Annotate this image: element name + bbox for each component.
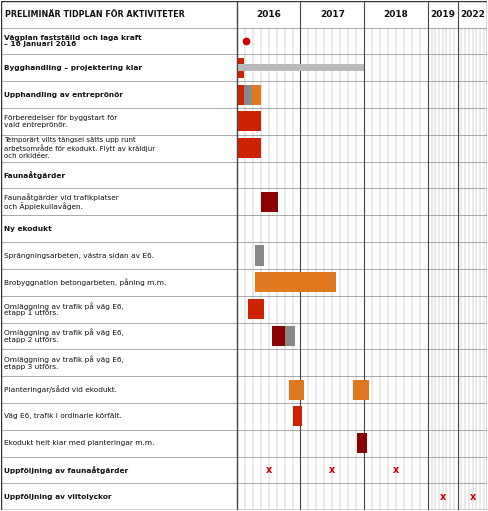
- Text: Förberedelser för byggstart för
vald entreprönör.: Förberedelser för byggstart för vald ent…: [3, 115, 117, 128]
- Bar: [284, 326, 295, 346]
- Bar: [238, 138, 261, 158]
- Text: Uppföljning av faunaåtgärder: Uppföljning av faunaåtgärder: [3, 466, 127, 474]
- Text: Omläggning av trafik på väg E6,
etapp 1 utförs.: Omläggning av trafik på väg E6, etapp 1 …: [3, 302, 123, 316]
- Bar: [254, 272, 335, 292]
- Text: Omläggning av trafik på väg E6,
etapp 2 utförs.: Omläggning av trafik på väg E6, etapp 2 …: [3, 329, 123, 343]
- Bar: [292, 406, 301, 427]
- Text: Temporärt vilts tängsel sätts upp runt
arbetsområde för ekodukt. Flytt av kräldj: Temporärt vilts tängsel sätts upp runt a…: [3, 137, 154, 159]
- Text: Uppföljning av viltolyckor: Uppföljning av viltolyckor: [3, 494, 111, 500]
- Bar: [254, 245, 263, 266]
- Bar: [244, 84, 251, 105]
- Text: x: x: [328, 465, 335, 475]
- Text: x: x: [439, 492, 445, 502]
- Bar: [238, 64, 364, 71]
- Text: x: x: [265, 465, 271, 475]
- Text: 2017: 2017: [319, 10, 344, 18]
- Bar: [352, 380, 368, 400]
- Text: Upphandling av entreprönör: Upphandling av entreprönör: [3, 91, 122, 98]
- Text: Planteringar/sådd vid ekodukt.: Planteringar/sådd vid ekodukt.: [3, 386, 116, 393]
- Bar: [261, 192, 278, 212]
- Bar: [271, 326, 284, 346]
- Text: Sprängningsarbeten, västra sidan av E6.: Sprängningsarbeten, västra sidan av E6.: [3, 252, 153, 259]
- Text: x: x: [392, 465, 398, 475]
- Text: PRELIMINÄR TIDPLAN FÖR AKTIVITETER: PRELIMINÄR TIDPLAN FÖR AKTIVITETER: [4, 10, 184, 18]
- Text: x: x: [468, 492, 475, 502]
- Text: Faunaåtgärder vid trafikplatser
och Äpplekullavågen.: Faunaåtgärder vid trafikplatser och Äppl…: [3, 194, 118, 210]
- Text: 2018: 2018: [383, 10, 407, 18]
- Text: 2019: 2019: [429, 10, 454, 18]
- Bar: [356, 433, 366, 453]
- Text: 2016: 2016: [256, 10, 281, 18]
- Text: Bygghandling – projektering klar: Bygghandling – projektering klar: [3, 65, 142, 71]
- Bar: [238, 111, 261, 131]
- Bar: [238, 58, 244, 78]
- Text: Vägplan fastställd och laga kraft
– 16 januari 2016: Vägplan fastställd och laga kraft – 16 j…: [3, 35, 141, 48]
- Text: Ekodukt heit klar med planteringar m.m.: Ekodukt heit klar med planteringar m.m.: [3, 440, 154, 446]
- Text: Brobyggnation betongarbeten, påning m.m.: Brobyggnation betongarbeten, påning m.m.: [3, 278, 165, 286]
- Text: Väg E6, trafik i ordinarie körfält.: Väg E6, trafik i ordinarie körfält.: [3, 413, 121, 420]
- Text: Ny ekodukt: Ny ekodukt: [3, 226, 51, 231]
- Text: Faunaåtgärder: Faunaåtgärder: [3, 171, 65, 179]
- Bar: [251, 84, 261, 105]
- Bar: [238, 84, 244, 105]
- Text: 2022: 2022: [459, 10, 484, 18]
- Bar: [248, 299, 263, 319]
- Bar: [288, 380, 303, 400]
- Text: Omläggning av trafik på väg E6,
etapp 3 utförs.: Omläggning av trafik på väg E6, etapp 3 …: [3, 356, 123, 370]
